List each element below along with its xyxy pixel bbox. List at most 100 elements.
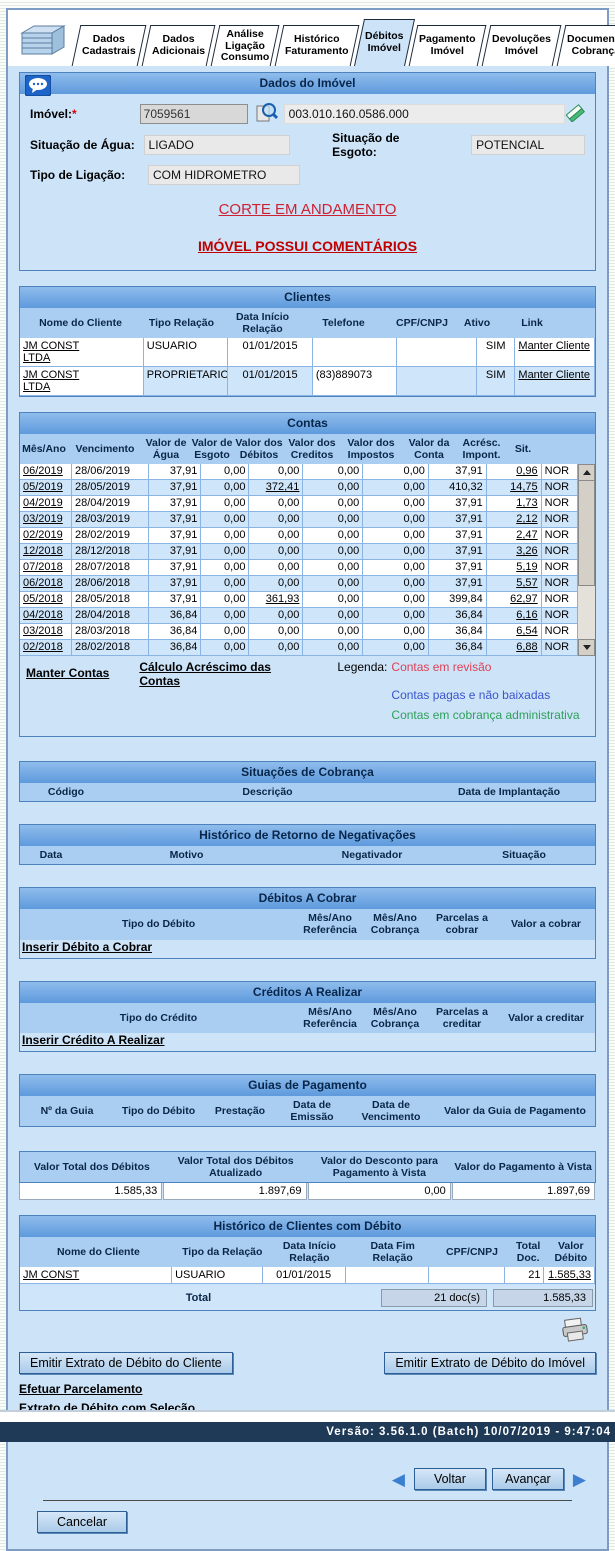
scroll-thumb[interactable] (578, 480, 595, 587)
hist-valor-link[interactable]: 1.585,33 (544, 1267, 595, 1284)
scroll-down-button[interactable] (578, 639, 595, 657)
col-valor-conta: Valor da Conta (408, 437, 450, 462)
conta-mes-link[interactable]: 05/2019 (20, 480, 72, 497)
tab[interactable]: Pagamento Imóvel (408, 25, 487, 66)
conta-acresc-link[interactable]: 0,96 (486, 464, 542, 481)
hist-nome-link[interactable]: JM CONST (20, 1267, 173, 1284)
nav-forward-arrow-icon[interactable]: ▶ (572, 1469, 586, 1489)
conta-mes-link[interactable]: 12/2018 (20, 544, 72, 561)
voltar-button[interactable]: Voltar (413, 1468, 486, 1490)
cliente-nome-link[interactable]: JM CONST LTDA (20, 338, 144, 368)
conta-mes-link[interactable]: 04/2018 (20, 608, 72, 625)
tab[interactable]: Documento Cobrança (556, 25, 615, 66)
scrollbar[interactable] (577, 464, 595, 657)
table-row: 04/2019 28/04/2019 37,91 0,00 0,00 0,00 … (20, 496, 578, 513)
section-guias-pagamento: Guias de Pagamento Nº da Guia Tipo do Dé… (19, 1073, 596, 1127)
conta-impostos: 0,00 (363, 528, 429, 545)
cancelar-button[interactable]: Cancelar (37, 1511, 127, 1533)
conta-impostos: 0,00 (363, 608, 429, 625)
conta-acresc-link[interactable]: 62,97 (486, 592, 542, 609)
calculo-acrescimo-link[interactable]: Cálculo Acréscimo das Contas (139, 660, 271, 689)
conta-mes-link[interactable]: 03/2018 (20, 624, 72, 641)
conta-mes-link[interactable]: 05/2018 (20, 592, 72, 609)
avancar-button[interactable]: Avançar (491, 1468, 564, 1490)
printer-icon[interactable] (560, 1317, 590, 1347)
conta-debitos[interactable]: 0,00 (249, 576, 304, 593)
comment-bubble-icon[interactable] (24, 74, 52, 99)
section-negativacoes: Histórico de Retorno de Negativações Dat… (19, 824, 596, 866)
conta-esgoto: 0,00 (201, 592, 250, 609)
conta-debitos[interactable]: 0,00 (249, 560, 304, 577)
conta-debitos[interactable]: 0,00 (249, 544, 304, 561)
conta-acresc-link[interactable]: 6,88 (486, 640, 542, 657)
conta-acresc-link[interactable]: 2,12 (486, 512, 542, 529)
conta-acresc-link[interactable]: 2,47 (486, 528, 542, 545)
tab[interactable]: Débitos Imóvel (353, 19, 415, 66)
conta-debitos[interactable]: 0,00 (249, 624, 304, 641)
tab-bar: Dados Cadastrais Dados Adicionais Anális… (8, 10, 615, 66)
conta-mes-link[interactable]: 02/2018 (20, 640, 72, 657)
manter-contas-link[interactable]: Manter Contas (26, 666, 110, 681)
conta-acresc-link[interactable]: 5,19 (486, 560, 542, 577)
conta-mes-link[interactable]: 06/2019 (20, 464, 72, 481)
conta-mes-link[interactable]: 02/2019 (20, 528, 72, 545)
col-tipo-relacao: Tipo da Relação (182, 1245, 263, 1258)
conta-debitos[interactable]: 0,00 (249, 608, 304, 625)
conta-debitos[interactable]: 361,93 (249, 592, 304, 609)
esgoto-label: Situação de Esgoto: (332, 131, 400, 159)
emitir-extrato-cliente-button[interactable]: Emitir Extrato de Débito do Cliente (19, 1352, 233, 1374)
tab-label: Dados Adicionais (151, 33, 205, 57)
conta-debitos[interactable]: 372,41 (249, 480, 304, 497)
app-frame: Dados Cadastrais Dados Adicionais Anális… (6, 8, 615, 1551)
imovel-comentarios-link[interactable]: IMÓVEL POSSUI COMENTÁRIOS (197, 238, 418, 254)
conta-acresc-link[interactable]: 14,75 (486, 480, 542, 497)
conta-impostos: 0,00 (363, 576, 429, 593)
eraser-icon[interactable] (565, 103, 586, 125)
tab[interactable]: Histórico Faturamento (274, 25, 360, 66)
conta-mes-link[interactable]: 07/2018 (20, 560, 72, 577)
col-nome: Nome do Cliente (56, 1245, 140, 1258)
inserir-debito-link[interactable]: Inserir Débito a Cobrar (22, 939, 153, 954)
scroll-up-button[interactable] (578, 464, 595, 482)
conta-acresc-link[interactable]: 1,73 (486, 496, 542, 513)
conta-acresc-link[interactable]: 5,57 (486, 576, 542, 593)
totais-headers: Valor Total dos Débitos Valor Total dos … (19, 1150, 596, 1183)
col-motivo: Motivo (169, 849, 204, 862)
conta-acresc-link[interactable]: 6,16 (486, 608, 542, 625)
conta-mes-link[interactable]: 04/2019 (20, 496, 72, 513)
conta-mes-link[interactable]: 03/2019 (20, 512, 72, 529)
table-row: 05/2018 28/05/2018 37,91 0,00 361,93 0,0… (20, 592, 578, 609)
conta-mes-link[interactable]: 06/2018 (20, 576, 72, 593)
conta-debitos[interactable]: 0,00 (249, 528, 304, 545)
tab[interactable]: Análise Ligação Consumo (210, 25, 280, 66)
conta-acresc-link[interactable]: 6,54 (486, 624, 542, 641)
inserir-credito-link[interactable]: Inserir Crédito A Realizar (22, 1032, 165, 1047)
conta-creditos: 0,00 (303, 464, 364, 481)
efetuar-parcelamento-link[interactable]: Efetuar Parcelamento (19, 1382, 143, 1396)
manter-cliente-link[interactable]: Manter Cliente (515, 367, 596, 397)
search-icon[interactable] (256, 102, 278, 125)
corte-andamento-link[interactable]: CORTE EM ANDAMENTO (218, 201, 397, 218)
col-data-implantacao: Data de Implantação (457, 786, 561, 799)
cliente-nome-link[interactable]: JM CONST LTDA (20, 367, 144, 397)
conta-debitos[interactable]: 0,00 (249, 512, 304, 529)
legend-contas-pagas: Contas pagas e não baixadas (391, 688, 551, 703)
conta-creditos: 0,00 (303, 512, 364, 529)
nav-back-arrow-icon[interactable]: ◀ (391, 1469, 405, 1489)
conta-debitos[interactable]: 0,00 (249, 496, 304, 513)
tab[interactable]: Devoluções Imóvel (481, 25, 562, 66)
tab[interactable]: Dados Adicionais (141, 25, 216, 66)
cancel-row: Cancelar (19, 1511, 596, 1545)
imovel-id-input[interactable] (139, 103, 248, 124)
footer-gap (0, 1410, 615, 1422)
conta-agua: 37,91 (149, 464, 202, 481)
manter-cliente-link[interactable]: Manter Cliente (515, 338, 596, 368)
tab[interactable]: Dados Cadastrais (71, 25, 147, 66)
conta-debitos[interactable]: 0,00 (249, 640, 304, 657)
contas-column-headers: Mês/Ano Vencimento Valor de Água Valor d… (20, 434, 595, 465)
conta-debitos[interactable]: 0,00 (249, 464, 304, 481)
conta-acresc-link[interactable]: 3,26 (486, 544, 542, 561)
legend: Legenda: Contas em revisão Contas pagas … (337, 660, 579, 728)
contas-rows: 06/2019 28/06/2019 37,91 0,00 0,00 0,00 … (20, 464, 578, 657)
emitir-extrato-imovel-button[interactable]: Emitir Extrato de Débito do Imóvel (384, 1352, 596, 1374)
